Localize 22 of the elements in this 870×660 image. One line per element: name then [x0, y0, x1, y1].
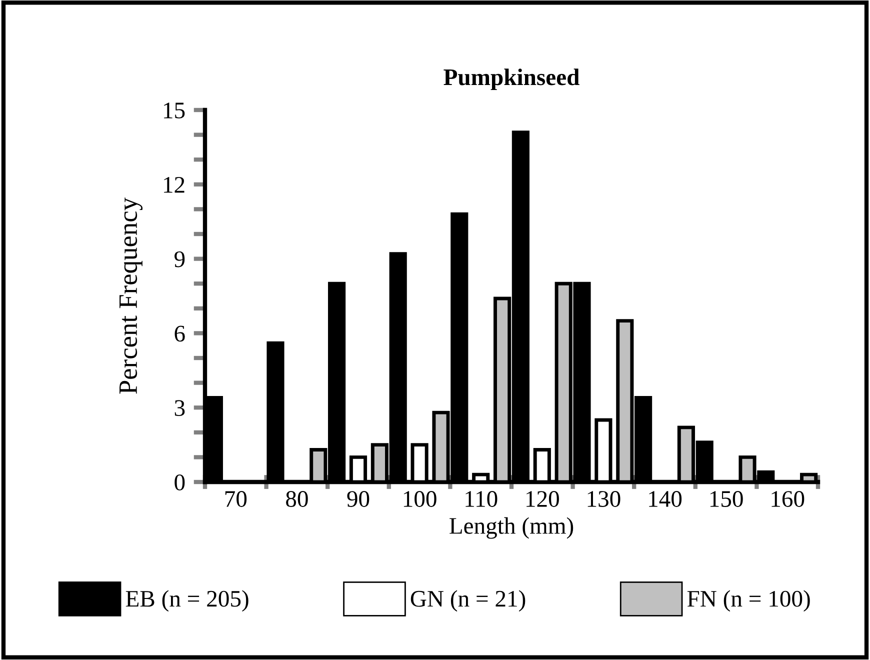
x-tick-label: 90: [347, 491, 370, 507]
x-tick-label: 130: [588, 491, 620, 507]
x-tick-label: 100: [404, 491, 436, 507]
y-tick-label: 0: [174, 474, 185, 490]
legend-label: GN (n = 21): [410, 590, 526, 612]
x-tick-label: 150: [710, 491, 743, 507]
y-tick-label: 15: [164, 102, 185, 118]
x-axis-title: Length (mm): [450, 517, 574, 539]
y-axis-title: Percent Frequency: [120, 198, 142, 394]
legend-label: FN (n = 100): [687, 590, 810, 612]
y-tick-label: 12: [164, 176, 184, 193]
x-tick-label: 160: [772, 491, 804, 507]
y-tick-label: 9: [174, 251, 185, 268]
x-tick-label: 110: [466, 491, 498, 507]
x-tick-label: 120: [526, 491, 559, 507]
y-tick-label: 6: [174, 326, 185, 342]
legend-label: EB (n = 205): [126, 590, 248, 612]
y-tick-label: 3: [174, 400, 185, 416]
chart-title: Pumpkinseed: [444, 68, 580, 90]
x-tick-label: 80: [286, 491, 308, 507]
x-tick-label: 140: [649, 491, 682, 507]
x-tick-label: 70: [225, 491, 247, 507]
